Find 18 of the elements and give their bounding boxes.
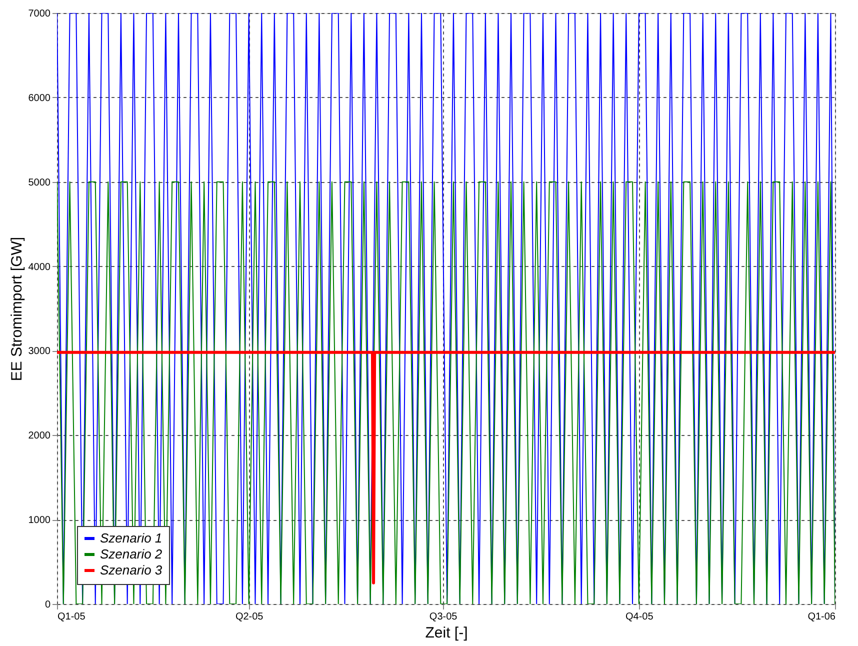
x-tick-label: Q2-05 — [235, 612, 264, 622]
y-tick-label: 7000 — [28, 8, 51, 20]
y-tick-label: 3000 — [28, 346, 51, 358]
x-axis-title: Zeit [-] — [425, 624, 468, 642]
legend-label: Szenario 1 — [100, 530, 162, 546]
y-tick-label: 1000 — [28, 515, 51, 526]
x-tick-label: Q1-05 — [58, 612, 86, 622]
legend-label: Szenario 3 — [100, 562, 163, 578]
y-tick-label: 6000 — [28, 92, 51, 104]
x-tick-label: Q1-06 — [808, 612, 836, 622]
y-tick-label: 2000 — [28, 430, 51, 442]
y-tick-label: 5000 — [28, 177, 51, 188]
y-axis-title: EE Stromimport [GW] — [8, 236, 26, 382]
y-tick-label: 4000 — [28, 262, 51, 273]
legend-label: Szenario 2 — [100, 546, 163, 562]
x-tick-label: Q3-05 — [429, 612, 458, 622]
x-tick-label: Q4-05 — [626, 612, 654, 622]
y-tick-label: 0 — [44, 600, 51, 610]
